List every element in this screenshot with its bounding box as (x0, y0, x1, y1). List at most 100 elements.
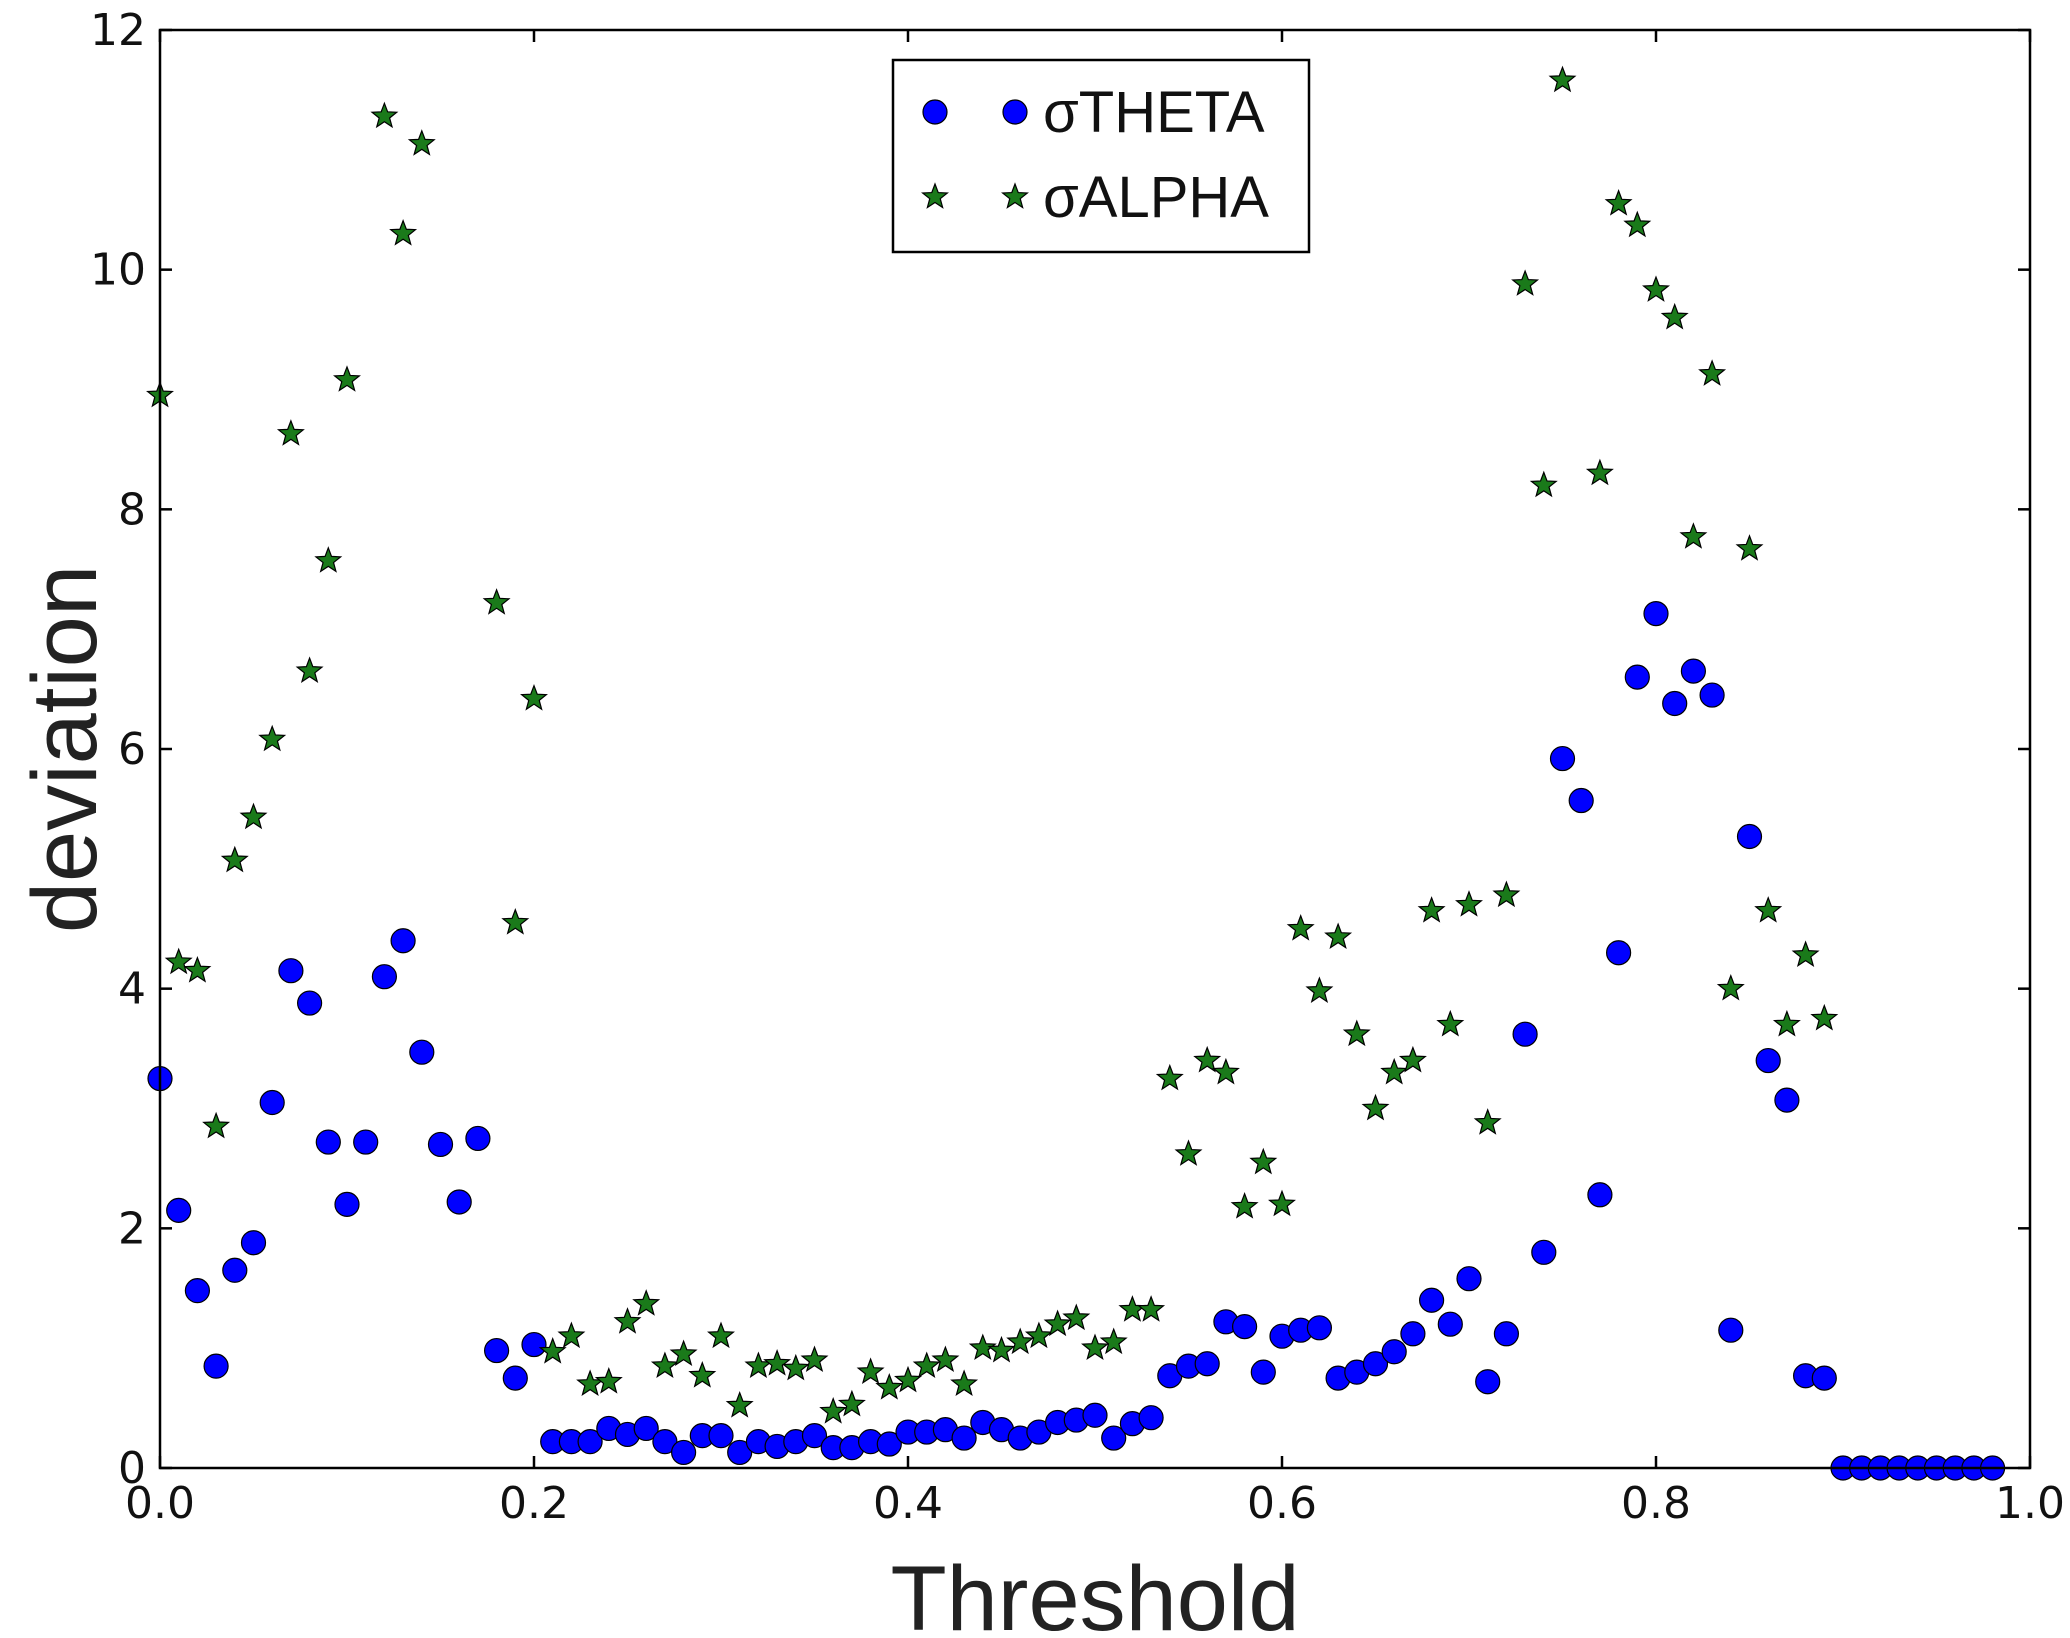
alpha-point (669, 1339, 698, 1367)
x-tick-label: 0.2 (499, 1478, 569, 1529)
theta-point (465, 1125, 491, 1152)
alpha-point (1286, 914, 1315, 941)
theta-point (1101, 1425, 1127, 1451)
alpha-point (1772, 1009, 1801, 1037)
alpha-point (1791, 940, 1820, 968)
alpha-point (1211, 1057, 1240, 1085)
x-tick-label: 0.4 (873, 1478, 943, 1529)
theta-point (1531, 1239, 1557, 1265)
theta-point (446, 1189, 472, 1215)
x-tick-label: 0.6 (1247, 1478, 1317, 1529)
theta-point (390, 928, 416, 954)
theta-point (1549, 745, 1576, 772)
theta-point (427, 1131, 454, 1158)
alpha-point (1174, 1139, 1203, 1166)
y-axis-label: deviation (14, 565, 116, 933)
alpha-point (370, 101, 399, 129)
theta-point (1587, 1182, 1613, 1208)
legend-entry: σTHETA (922, 80, 1265, 145)
alpha-point (1455, 890, 1483, 917)
alpha-point (912, 1351, 941, 1379)
theta-point (1306, 1315, 1333, 1341)
alpha-point (725, 1390, 754, 1418)
y-tick-label: 2 (118, 1203, 146, 1254)
y-tick-label: 8 (118, 484, 146, 535)
x-tick-label: 0.8 (1621, 1478, 1691, 1529)
theta-point (1624, 664, 1650, 690)
alpha-point (894, 1365, 922, 1393)
alpha-point (1698, 359, 1727, 386)
y-tick-label: 10 (90, 245, 146, 296)
alpha-point (1137, 1295, 1166, 1322)
alpha-point (1810, 1003, 1839, 1031)
legend: σTHETA σALPHA (891, 58, 1311, 254)
theta-point (1138, 1405, 1164, 1431)
alpha-point (950, 1369, 979, 1397)
theta-point (278, 958, 304, 984)
theta-point (577, 1429, 603, 1455)
legend-marker (922, 99, 948, 125)
theta-point (502, 1365, 528, 1391)
legend-marker (921, 182, 949, 209)
alpha-point (819, 1396, 848, 1424)
theta-point (353, 1129, 379, 1155)
alpha-point (1492, 880, 1521, 908)
x-tick-label: 1.0 (1995, 1478, 2065, 1529)
alpha-point (1006, 1327, 1035, 1355)
legend-items: σTHETA σALPHA (921, 80, 1269, 230)
alpha-point (538, 1337, 567, 1364)
alpha-point (276, 419, 305, 446)
alpha-point (763, 1349, 792, 1376)
theta-point (951, 1425, 977, 1451)
theta-point (166, 1197, 192, 1223)
theta-point (1699, 682, 1725, 708)
theta-point (315, 1129, 341, 1155)
y-tick-label: 6 (118, 724, 146, 775)
theta-point (1400, 1321, 1426, 1347)
alpha-point (1642, 275, 1670, 302)
theta-point (670, 1439, 697, 1466)
theta-point (727, 1439, 753, 1466)
theta-point (1662, 690, 1688, 717)
theta-point (334, 1191, 360, 1217)
alpha-point (258, 724, 287, 752)
y-tick-label: 0 (118, 1443, 146, 1494)
theta-point (1680, 658, 1707, 684)
legend-label: σALPHA (1043, 165, 1269, 230)
alpha-point (800, 1345, 829, 1373)
alpha-point (407, 129, 436, 156)
theta-point (652, 1429, 678, 1455)
alpha-point (557, 1321, 586, 1349)
alpha-point (501, 908, 530, 935)
alpha-point (632, 1289, 661, 1316)
alpha-point (1679, 522, 1708, 549)
data-marks (146, 65, 2006, 1481)
legend-entry: σALPHA (921, 165, 1269, 230)
alpha-point (594, 1367, 623, 1394)
legend-marker (1001, 182, 1029, 209)
theta-point (203, 1353, 229, 1379)
alpha-point (1398, 1045, 1427, 1073)
theta-point (1512, 1021, 1538, 1047)
alpha-point (1436, 1009, 1465, 1037)
theta-point (1643, 600, 1669, 627)
alpha-point (837, 1389, 866, 1417)
alpha-point (1604, 189, 1633, 216)
y-tick-label: 12 (90, 5, 146, 56)
alpha-point (856, 1357, 885, 1385)
alpha-point (613, 1307, 642, 1334)
series-theta (147, 600, 2006, 1481)
alpha-point (1230, 1192, 1259, 1219)
alpha-point (1417, 896, 1446, 923)
theta-point (876, 1431, 902, 1457)
alpha-point (1305, 976, 1334, 1003)
alpha-point (1193, 1045, 1222, 1073)
alpha-point (1024, 1321, 1053, 1349)
theta-point (521, 1331, 547, 1358)
theta-point (1194, 1351, 1220, 1377)
alpha-point (1660, 302, 1689, 330)
alpha-point (968, 1333, 997, 1361)
theta-point (240, 1230, 267, 1256)
alpha-point (1623, 210, 1652, 238)
